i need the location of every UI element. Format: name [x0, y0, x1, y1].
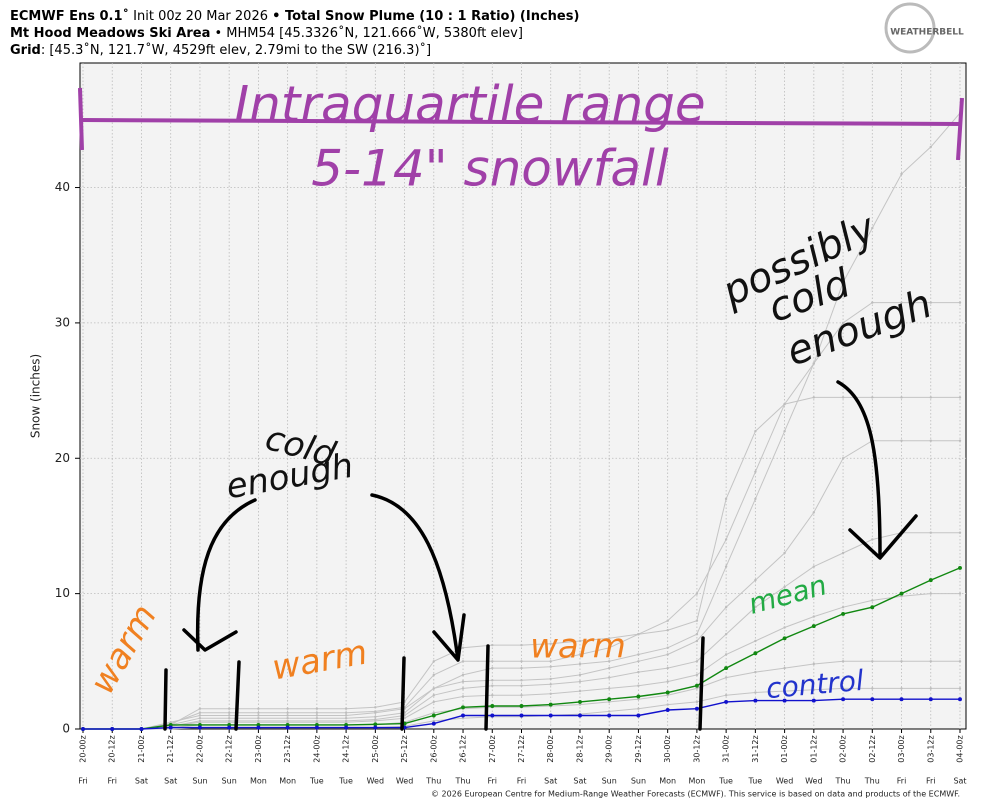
x-tick-label: 03-00z [897, 735, 906, 762]
x-tick-label: 04-00z [956, 735, 965, 762]
x-tick-label: 20-12z [108, 735, 117, 762]
day-label: Sun [192, 777, 207, 786]
x-tick-label: 02-12z [868, 735, 877, 762]
footer: © 2026 European Centre for Medium-Range … [431, 790, 960, 799]
day-label: Sat [164, 777, 177, 786]
day-label: Fri [488, 777, 498, 786]
day-label: Sun [602, 777, 617, 786]
y-tick-label: 0 [62, 722, 70, 736]
y-tick-label: 20 [55, 451, 70, 465]
day-label: Wed [805, 777, 822, 786]
day-label: Fri [107, 777, 117, 786]
x-tick-label: 02-00z [839, 735, 848, 762]
day-label: Thu [425, 777, 441, 786]
x-tick-label: 29-00z [605, 735, 614, 762]
y-axis-label: Snow (inches) [29, 354, 43, 438]
header-segment: ECMWF Ens 0.1˚ [10, 8, 129, 24]
day-label: Sat [135, 777, 148, 786]
x-tick-label: 28-12z [575, 735, 584, 762]
x-tick-label: 22-12z [225, 735, 234, 762]
day-label: Sun [222, 777, 237, 786]
x-tick-label: 20-00z [79, 735, 88, 762]
y-tick-label: 30 [55, 315, 70, 329]
x-tick-label: 29-12z [634, 735, 643, 762]
day-label: Mon [688, 777, 705, 786]
logo: WEATHERBELL [884, 2, 964, 54]
x-tick-label: 23-00z [254, 735, 263, 762]
day-label: Wed [396, 777, 413, 786]
logo-text: WEATHERBELL [890, 28, 964, 38]
x-tick-label: 27-00z [488, 735, 497, 762]
day-label: Tue [718, 777, 733, 786]
header-segment: Mt Hood Meadows Ski Area [10, 26, 210, 41]
header-segment: • Total Snow Plume (10 : 1 Ratio) (Inche… [272, 9, 579, 24]
day-label: Fri [926, 777, 936, 786]
day-label: Sun [631, 777, 646, 786]
x-tick-label: 24-00z [312, 735, 321, 762]
y-tick-label: 40 [55, 180, 70, 194]
header-line: Grid: [45.3˚N, 121.7˚W, 4529ft elev, 2.7… [10, 42, 431, 58]
day-label: Tue [309, 777, 324, 786]
x-tick-label: 25-12z [400, 735, 409, 762]
x-tick-label: 21-12z [166, 735, 175, 762]
x-tick-label: 21-00z [137, 735, 146, 762]
day-label: Mon [250, 777, 267, 786]
header-segment: Init 00z 20 Mar 2026 [129, 9, 272, 24]
header-line: ECMWF Ens 0.1˚ Init 00z 20 Mar 2026 • To… [10, 8, 579, 24]
series-line [81, 697, 962, 731]
day-label: Sat [953, 777, 966, 786]
header-segment: • MHM54 [45.3326˚N, 121.666˚W, 5380ft el… [210, 25, 523, 41]
day-label: Tue [338, 777, 353, 786]
header-segment: : [45.3˚N, 121.7˚W, 4529ft elev, 2.79mi … [41, 42, 431, 58]
day-label: Wed [367, 777, 384, 786]
day-label: Thu [864, 777, 880, 786]
day-label: Mon [279, 777, 296, 786]
x-tick-label: 01-12z [809, 735, 818, 762]
annotation: warm [530, 627, 626, 667]
x-tick-label: 22-00z [195, 735, 204, 762]
x-tick-label: 30-00z [663, 735, 672, 762]
x-tick-label: 23-12z [283, 735, 292, 762]
day-label: Thu [455, 777, 471, 786]
day-label: Tue [748, 777, 763, 786]
x-tick-label: 30-12z [692, 735, 701, 762]
day-label: Fri [78, 777, 88, 786]
annotation: Intraquartile range [234, 76, 705, 134]
x-tick-label: 31-00z [722, 735, 731, 762]
day-label: Fri [517, 777, 527, 786]
day-label: Thu [835, 777, 851, 786]
annotation: 5-14" snowfall [311, 140, 669, 198]
x-tick-label: 25-00z [371, 735, 380, 762]
header-line: Mt Hood Meadows Ski Area • MHM54 [45.332… [10, 25, 523, 41]
x-tick-label: 26-00z [429, 735, 438, 762]
x-tick-label: 28-00z [546, 735, 555, 762]
x-tick-label: 24-12z [342, 735, 351, 762]
day-label: Wed [776, 777, 793, 786]
x-tick-label: 27-12z [517, 735, 526, 762]
x-tick-label: 03-12z [926, 735, 935, 762]
x-tick-label: 26-12z [459, 735, 468, 762]
day-label: Fri [897, 777, 907, 786]
hand-drawn-marks [78, 87, 964, 731]
day-label: Sat [573, 777, 586, 786]
x-tick-label: 01-00z [780, 735, 789, 762]
day-label: Mon [659, 777, 676, 786]
day-label: Sat [544, 777, 557, 786]
header: ECMWF Ens 0.1˚ Init 00z 20 Mar 2026 • To… [10, 8, 579, 58]
y-tick-label: 10 [55, 586, 70, 600]
header-segment: Grid [10, 43, 41, 58]
x-tick-label: 31-12z [751, 735, 760, 762]
